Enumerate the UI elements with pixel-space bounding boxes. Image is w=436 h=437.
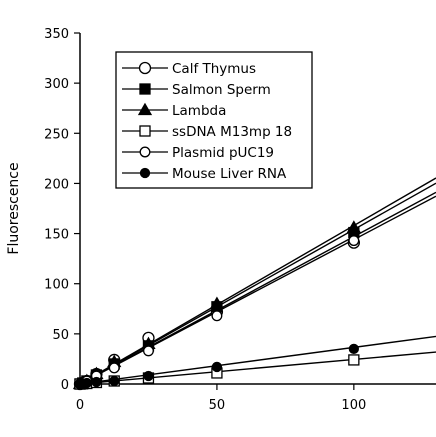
data-point-mouse-liver-rna [348,343,359,355]
fit-lines [79,177,436,385]
y-tick-label: 300 [44,77,69,92]
x-tick-label: 0 [76,398,84,413]
legend: Calf Thymus Salmon Sperm Lambda ssDNA M13mp… [115,51,313,189]
data-point-mouse-liver-rna [81,377,92,389]
data-point-lambda [346,220,361,233]
y-tick-label: 100 [44,278,69,293]
legend-marker-salmon-sperm [139,83,151,95]
legend-label-plasmid-puc19: Plasmid pUC19 [172,145,274,161]
data-point-mouse-liver-rna [211,361,223,373]
data-point-ssdna-m13mp-18 [348,354,360,366]
legend-label-ssdna-m13mp-18: ssDNA M13mp 18 [172,124,292,140]
legend-label-salmon-sperm: Salmon Sperm [172,82,271,98]
legend-marker-plasmid-puc19 [139,146,151,158]
data-point-mouse-liver-rna [91,376,102,388]
legend-box [115,51,313,189]
data-point-lambda [209,296,225,309]
series-line-lambda [79,177,436,385]
y-tick-label: 0 [61,378,69,393]
data-point-plasmid-puc19 [143,345,154,357]
legend-marker-calf-thymus [138,61,152,75]
series-line-mouse-liver-rna [79,335,436,385]
x-tick-label: 50 [209,398,226,413]
axes [79,33,436,385]
y-axis-label: Fluorescence [6,162,22,254]
data-point-plasmid-puc19 [108,362,120,374]
data-point-mouse-liver-rna [143,370,154,382]
series-line-plasmid-puc19 [79,195,436,385]
y-axis-ticks: 0 50 100 150 200 250 300 350 [44,27,80,393]
legend-marker-ssdna-m13mp-18 [139,125,151,137]
data-point-mouse-liver-rna [109,375,120,387]
x-axis-ticks: 0 50 100 [76,384,366,413]
data-point-plasmid-puc19 [348,235,360,247]
series-line-salmon-sperm [79,182,436,385]
legend-marker-mouse-liver-rna [139,167,151,179]
data-point-plasmid-puc19 [211,310,223,322]
y-tick-label: 200 [44,177,69,192]
legend-label-calf-thymus: Calf Thymus [172,61,256,77]
y-tick-label: 250 [44,127,69,142]
series-line-ssdna-m13mp-18 [79,351,436,385]
x-tick-label: 100 [341,398,366,413]
legend-label-lambda: Lambda [172,103,226,119]
y-tick-label: 350 [44,27,69,42]
legend-marker-lambda [137,102,153,116]
y-tick-label: 50 [52,328,69,343]
legend-label-mouse-liver-rna: Mouse Liver RNA [172,166,287,182]
y-tick-label: 150 [44,228,69,243]
